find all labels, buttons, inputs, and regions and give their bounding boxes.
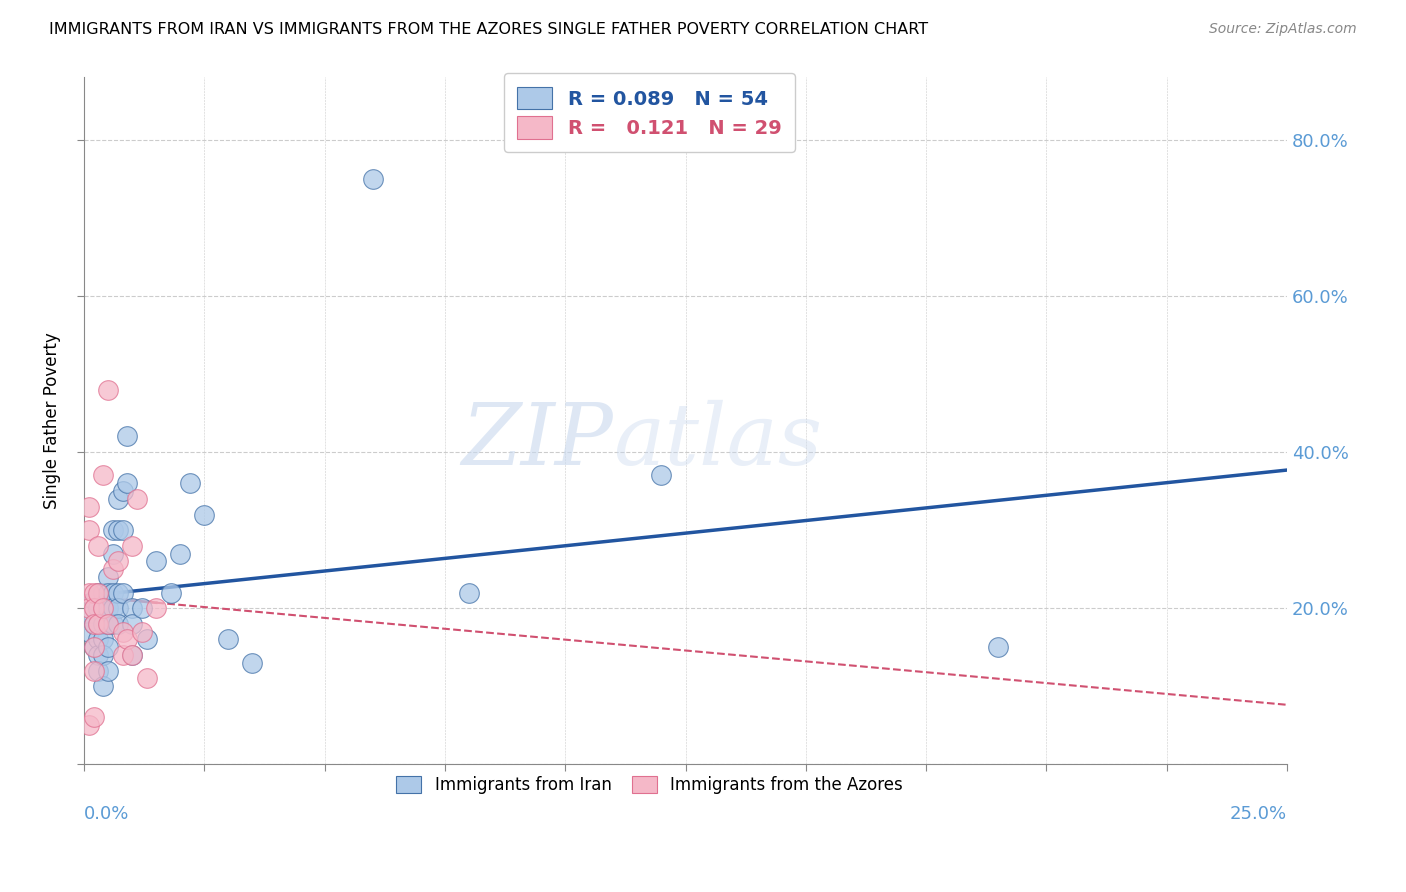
Text: ZIP: ZIP [461,401,613,483]
Point [121,616,143,631]
Point [650,468,672,483]
Point [87,616,110,631]
Point [83,616,105,631]
Point [169,547,191,561]
Text: Source: ZipAtlas.com: Source: ZipAtlas.com [1209,22,1357,37]
Point [91,601,114,615]
Point [83,710,105,724]
Point [77,585,100,599]
Point [111,523,134,537]
Point [91,679,114,693]
Point [91,616,114,631]
Point [83,601,105,615]
Point [97,570,120,584]
Point [77,609,100,624]
Point [87,601,110,615]
Point [135,632,157,647]
Point [101,585,124,599]
Point [101,547,124,561]
Point [97,616,120,631]
Point [107,585,129,599]
Point [77,718,100,732]
Point [121,539,143,553]
Point [111,648,134,662]
Point [97,601,120,615]
Point [145,554,167,568]
Point [121,648,143,662]
Point [87,648,110,662]
Point [91,585,114,599]
Point [179,476,201,491]
Point [111,484,134,499]
Point [135,672,157,686]
Point [91,648,114,662]
Point [87,632,110,647]
Point [77,624,100,639]
Point [87,616,110,631]
Point [77,500,100,514]
Point [87,585,110,599]
Point [107,523,129,537]
Point [97,664,120,678]
Point [83,664,105,678]
Point [111,585,134,599]
Point [101,601,124,615]
Point [97,616,120,631]
Point [193,508,215,522]
Point [87,664,110,678]
Point [117,632,139,647]
Point [91,468,114,483]
Point [83,640,105,655]
Point [101,616,124,631]
Point [987,640,1010,655]
Point [97,640,120,655]
Text: 25.0%: 25.0% [1230,805,1286,823]
Point [121,648,143,662]
Point [458,585,481,599]
Point [101,562,124,576]
Text: IMMIGRANTS FROM IRAN VS IMMIGRANTS FROM THE AZORES SINGLE FATHER POVERTY CORRELA: IMMIGRANTS FROM IRAN VS IMMIGRANTS FROM … [49,22,928,37]
Point [125,491,148,506]
Point [107,554,129,568]
Point [131,601,153,615]
Point [83,585,105,599]
Point [97,585,120,599]
Point [87,539,110,553]
Point [83,640,105,655]
Point [107,601,129,615]
Point [117,476,139,491]
Point [107,491,129,506]
Point [91,632,114,647]
Point [242,656,264,670]
Point [101,523,124,537]
Point [83,593,105,607]
Y-axis label: Single Father Poverty: Single Father Poverty [44,333,60,509]
Legend: Immigrants from Iran, Immigrants from the Azores: Immigrants from Iran, Immigrants from th… [387,766,912,804]
Point [91,601,114,615]
Point [83,616,105,631]
Point [111,624,134,639]
Point [159,585,181,599]
Point [87,585,110,599]
Point [361,172,384,186]
Point [145,601,167,615]
Point [117,429,139,443]
Point [107,616,129,631]
Text: 0.0%: 0.0% [84,805,129,823]
Point [131,624,153,639]
Point [77,523,100,537]
Point [77,601,100,615]
Text: atlas: atlas [613,401,823,483]
Point [97,383,120,397]
Point [217,632,239,647]
Point [121,601,143,615]
